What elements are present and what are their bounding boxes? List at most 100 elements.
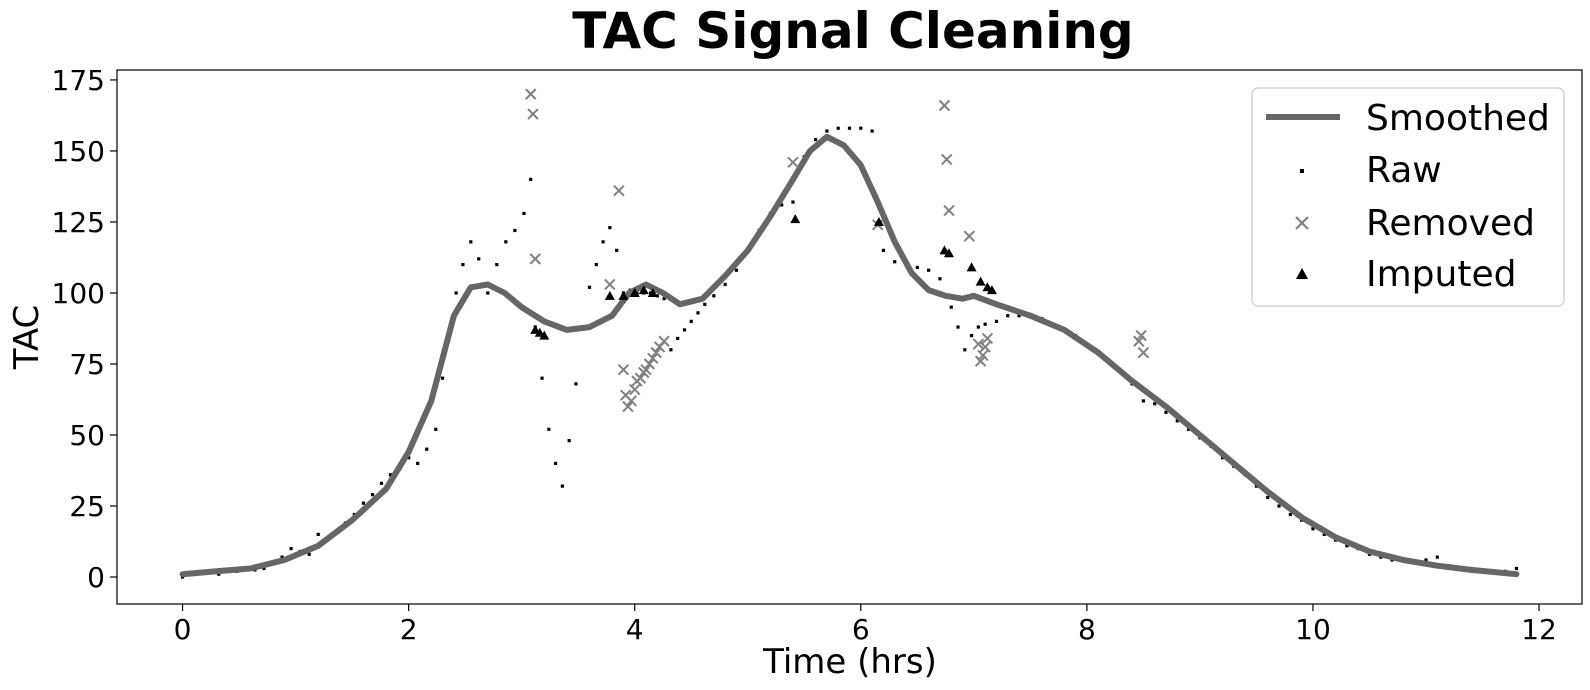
raw-point <box>440 376 445 380</box>
raw-point <box>529 177 533 181</box>
legend: Smoothed Raw Removed Imputed <box>1251 87 1565 307</box>
raw-point <box>379 481 384 485</box>
legend-removed-label: Removed <box>1366 203 1535 244</box>
raw-point <box>1017 314 1021 318</box>
imputed-point <box>966 262 977 272</box>
legend-smoothed-label: Smoothed <box>1366 98 1550 139</box>
removed-point <box>613 185 625 197</box>
raw-point <box>1311 527 1315 531</box>
raw-point <box>1288 512 1292 517</box>
legend-removed-marker <box>1295 216 1309 230</box>
raw-point <box>1175 419 1179 423</box>
y-tick-label: 75 <box>69 348 105 381</box>
raw-point <box>870 129 874 133</box>
raw-point <box>522 211 526 216</box>
raw-point <box>567 439 571 443</box>
raw-point <box>662 297 666 301</box>
raw-point <box>1277 504 1281 508</box>
raw-point <box>513 228 517 233</box>
y-tick-label: 0 <box>87 561 105 594</box>
raw-point <box>594 262 598 267</box>
raw-point <box>361 501 366 505</box>
removed-point <box>938 99 951 112</box>
raw-point <box>1006 314 1010 318</box>
removed-point <box>622 400 634 413</box>
imputed-point <box>975 276 986 286</box>
imputed-point <box>638 285 649 295</box>
imputed-point <box>873 216 884 226</box>
raw-point <box>587 285 592 289</box>
raw-point <box>608 226 612 230</box>
raw-point <box>915 265 919 270</box>
raw-point <box>696 311 700 315</box>
removed-point <box>640 363 652 376</box>
y-tick-label: 150 <box>52 135 105 168</box>
removed-point <box>604 278 616 291</box>
raw-point <box>956 325 960 329</box>
raw-point <box>262 566 266 571</box>
raw-point <box>574 382 578 386</box>
raw-point <box>425 447 429 451</box>
imputed-point <box>943 248 954 258</box>
x-tick-label: 10 <box>1295 613 1331 646</box>
x-tick-label: 12 <box>1521 613 1557 646</box>
raw-point <box>434 427 438 431</box>
y-tick-label: 175 <box>52 64 105 97</box>
raw-point <box>703 302 707 306</box>
raw-point <box>1435 555 1439 559</box>
removed-point <box>977 349 989 362</box>
raw-point <box>938 277 942 281</box>
removed-point <box>1137 346 1150 359</box>
raw-point <box>847 126 852 130</box>
raw-point <box>1514 566 1519 571</box>
smoothed-line <box>179 133 1520 578</box>
raw-point <box>307 552 311 556</box>
x-tick-label: 6 <box>852 613 870 646</box>
raw-point <box>976 325 980 329</box>
raw-point <box>969 333 974 338</box>
x-axis: 0 2 4 6 8 10 12 <box>174 604 1557 646</box>
imputed-point <box>629 287 640 297</box>
raw-point <box>983 322 987 326</box>
raw-point <box>454 291 458 295</box>
raw-point <box>836 126 840 130</box>
removed-point <box>643 358 656 370</box>
raw-point <box>217 572 221 576</box>
removed-point <box>787 156 799 169</box>
raw-point <box>547 427 551 431</box>
x-tick-label: 4 <box>626 613 644 646</box>
removed-point <box>941 153 953 166</box>
raw-point <box>813 137 818 142</box>
raw-point <box>1164 410 1168 414</box>
raw-point <box>1345 544 1349 548</box>
legend-imputed-label: Imputed <box>1366 254 1516 295</box>
removed-point <box>979 341 991 353</box>
imputed-point <box>604 290 615 300</box>
raw-point <box>316 532 320 537</box>
imputed-point <box>986 285 997 295</box>
y-tick-label: 100 <box>52 277 105 310</box>
removed-point <box>972 338 985 350</box>
raw-point <box>407 456 411 460</box>
chart-title: TAC Signal Cleaning <box>572 2 1133 60</box>
raw-point <box>504 240 508 244</box>
removed-point <box>963 230 976 242</box>
raw-point <box>655 294 659 298</box>
raw-point <box>949 305 953 309</box>
raw-point <box>1266 495 1270 500</box>
removed-point <box>529 253 541 265</box>
y-tick-label: 25 <box>69 490 105 523</box>
raw-point <box>780 203 784 207</box>
raw-point <box>689 319 693 323</box>
removed-point <box>625 395 638 407</box>
plot-frame <box>116 69 1583 605</box>
removed-point <box>525 88 537 100</box>
raw-point <box>416 461 420 465</box>
raw-point <box>859 126 863 130</box>
raw-point <box>553 461 558 465</box>
y-tick-label: 50 <box>69 419 105 452</box>
raw-point <box>486 291 490 295</box>
raw-point <box>994 319 999 323</box>
raw-point <box>289 547 293 551</box>
raw-point <box>723 282 727 287</box>
